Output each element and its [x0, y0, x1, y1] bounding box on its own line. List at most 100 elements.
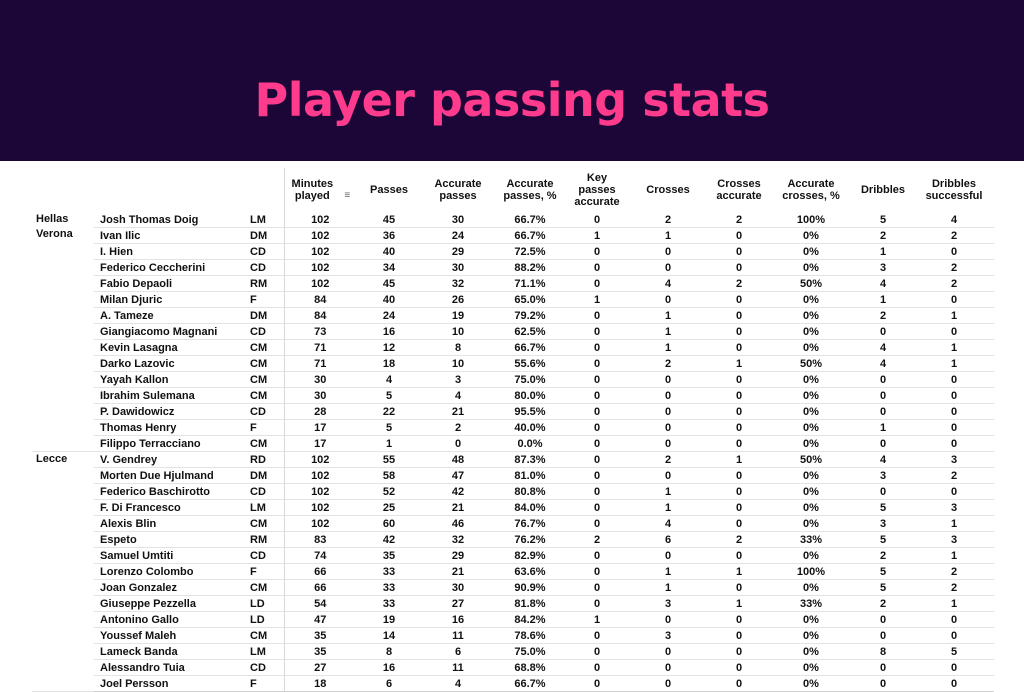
crosses-accurate-cell: 0 — [708, 627, 770, 644]
dribbles-successful-cell: 1 — [914, 307, 994, 324]
position-cell: CM — [244, 387, 284, 404]
header-crosses[interactable]: Crosses — [646, 184, 690, 196]
player-name-cell: Giuseppe Pezzella — [94, 595, 244, 612]
accurate-crosses-pct-cell: 0% — [770, 499, 852, 516]
key-passes-cell: 0 — [566, 451, 628, 468]
accurate-passes-cell: 19 — [422, 307, 494, 324]
passes-cell: 33 — [356, 579, 422, 596]
dribbles-cell: 0 — [852, 627, 914, 644]
header-crosses-accurate[interactable]: Crosses accurate — [716, 178, 762, 202]
table-row: Giuseppe Pezzella LD 54 33 27 81.8% 0 3 1 33% 2 1 — [32, 595, 994, 612]
key-passes-cell: 0 — [566, 499, 628, 516]
dribbles-cell: 3 — [852, 259, 914, 276]
crosses-accurate-cell: 0 — [708, 467, 770, 484]
minutes-cell: 30 — [283, 371, 356, 388]
dribbles-cell: 2 — [852, 307, 914, 324]
crosses-cell: 3 — [628, 627, 708, 644]
position-cell: LM — [244, 643, 284, 660]
table-row: Ibrahim Sulemana CM 30 5 4 80.0% 0 0 0 0% 0 0 — [32, 387, 994, 404]
accurate-crosses-pct-cell: 0% — [770, 435, 852, 452]
crosses-accurate-cell: 0 — [708, 547, 770, 564]
crosses-accurate-cell: 0 — [708, 659, 770, 676]
dribbles-cell: 2 — [852, 547, 914, 564]
key-passes-cell: 0 — [566, 243, 628, 260]
passes-cell: 52 — [356, 483, 422, 500]
minutes-cell: 17 — [283, 419, 356, 436]
crosses-accurate-cell: 0 — [708, 611, 770, 628]
accurate-passes-cell: 21 — [422, 499, 494, 516]
accurate-passes-cell: 10 — [422, 323, 494, 340]
accurate-passes-cell: 6 — [422, 643, 494, 660]
dribbles-successful-cell: 2 — [914, 275, 994, 292]
dribbles-successful-cell: 1 — [914, 339, 994, 356]
key-passes-cell: 0 — [566, 579, 628, 596]
accurate-passes-pct-cell: 68.8% — [494, 659, 566, 676]
header-dribbles-successful[interactable]: Dribbles successful — [925, 178, 983, 202]
dribbles-cell: 0 — [852, 675, 914, 692]
accurate-passes-cell: 29 — [422, 243, 494, 260]
header-accurate-passes-pct[interactable]: Accurate passes, % — [503, 178, 557, 202]
key-passes-cell: 0 — [566, 563, 628, 580]
header-minutes-played[interactable]: Minutes played ≡ — [283, 168, 356, 212]
accurate-crosses-pct-cell: 0% — [770, 323, 852, 340]
accurate-passes-pct-cell: 66.7% — [494, 339, 566, 356]
crosses-cell: 2 — [628, 212, 708, 228]
dribbles-successful-cell: 2 — [914, 467, 994, 484]
sort-icon[interactable]: ≡ — [344, 190, 351, 202]
dribbles-successful-cell: 2 — [914, 563, 994, 580]
position-cell: CD — [244, 403, 284, 420]
passes-cell: 33 — [356, 595, 422, 612]
passes-cell: 16 — [356, 323, 422, 340]
header-key-passes-accurate[interactable]: Key passes accurate — [574, 172, 620, 208]
dribbles-cell: 4 — [852, 275, 914, 292]
crosses-accurate-cell: 0 — [708, 419, 770, 436]
passes-cell: 35 — [356, 547, 422, 564]
key-passes-cell: 0 — [566, 403, 628, 420]
crosses-cell: 1 — [628, 579, 708, 596]
dribbles-successful-cell: 0 — [914, 387, 994, 404]
key-passes-cell: 0 — [566, 675, 628, 692]
table-row: Joan Gonzalez CM 66 33 30 90.9% 0 1 0 0% 5 2 — [32, 579, 994, 596]
player-name-cell: Alexis Blin — [94, 515, 244, 532]
crosses-cell: 0 — [628, 419, 708, 436]
dribbles-cell: 0 — [852, 435, 914, 452]
passes-cell: 42 — [356, 531, 422, 548]
crosses-cell: 0 — [628, 259, 708, 276]
accurate-passes-pct-cell: 88.2% — [494, 259, 566, 276]
accurate-passes-cell: 29 — [422, 547, 494, 564]
crosses-cell: 2 — [628, 451, 708, 468]
page-title: Player passing stats — [254, 73, 770, 127]
accurate-passes-cell: 30 — [422, 212, 494, 228]
position-cell: CD — [244, 547, 284, 564]
header-accurate-passes[interactable]: Accurate passes — [434, 178, 482, 202]
table-row: Espeto RM 83 42 32 76.2% 2 6 2 33% 5 3 — [32, 531, 994, 548]
key-passes-cell: 0 — [566, 547, 628, 564]
key-passes-cell: 1 — [566, 291, 628, 308]
table-row: Lecce V. Gendrey RD 102 55 48 87.3% 0 2 1 50% 4 3 — [32, 451, 994, 692]
minutes-cell: 18 — [283, 675, 356, 692]
crosses-cell: 4 — [628, 275, 708, 292]
position-cell: F — [244, 291, 284, 308]
table-row: Milan Djuric F 84 40 26 65.0% 1 0 0 0% 1 0 — [32, 291, 994, 308]
key-passes-cell: 0 — [566, 387, 628, 404]
dribbles-cell: 1 — [852, 243, 914, 260]
header-passes[interactable]: Passes — [370, 184, 408, 196]
accurate-passes-pct-cell: 76.2% — [494, 531, 566, 548]
dribbles-successful-cell: 0 — [914, 243, 994, 260]
accurate-crosses-pct-cell: 0% — [770, 483, 852, 500]
player-name-cell: Ivan Ilic — [94, 227, 244, 244]
crosses-accurate-cell: 0 — [708, 643, 770, 660]
minutes-cell: 102 — [283, 227, 356, 244]
header-accurate-crosses-pct[interactable]: Accurate crosses, % — [782, 178, 840, 202]
table-row: Kevin Lasagna CM 71 12 8 66.7% 0 1 0 0% 4 1 — [32, 339, 994, 356]
crosses-cell: 1 — [628, 563, 708, 580]
position-cell: DM — [244, 467, 284, 484]
accurate-passes-cell: 47 — [422, 467, 494, 484]
accurate-passes-cell: 30 — [422, 259, 494, 276]
dribbles-successful-cell: 1 — [914, 595, 994, 612]
accurate-crosses-pct-cell: 0% — [770, 243, 852, 260]
player-name-cell: Joel Persson — [94, 675, 244, 692]
header-dribbles[interactable]: Dribbles — [860, 184, 905, 196]
passes-cell: 6 — [356, 675, 422, 692]
dribbles-successful-cell: 0 — [914, 627, 994, 644]
